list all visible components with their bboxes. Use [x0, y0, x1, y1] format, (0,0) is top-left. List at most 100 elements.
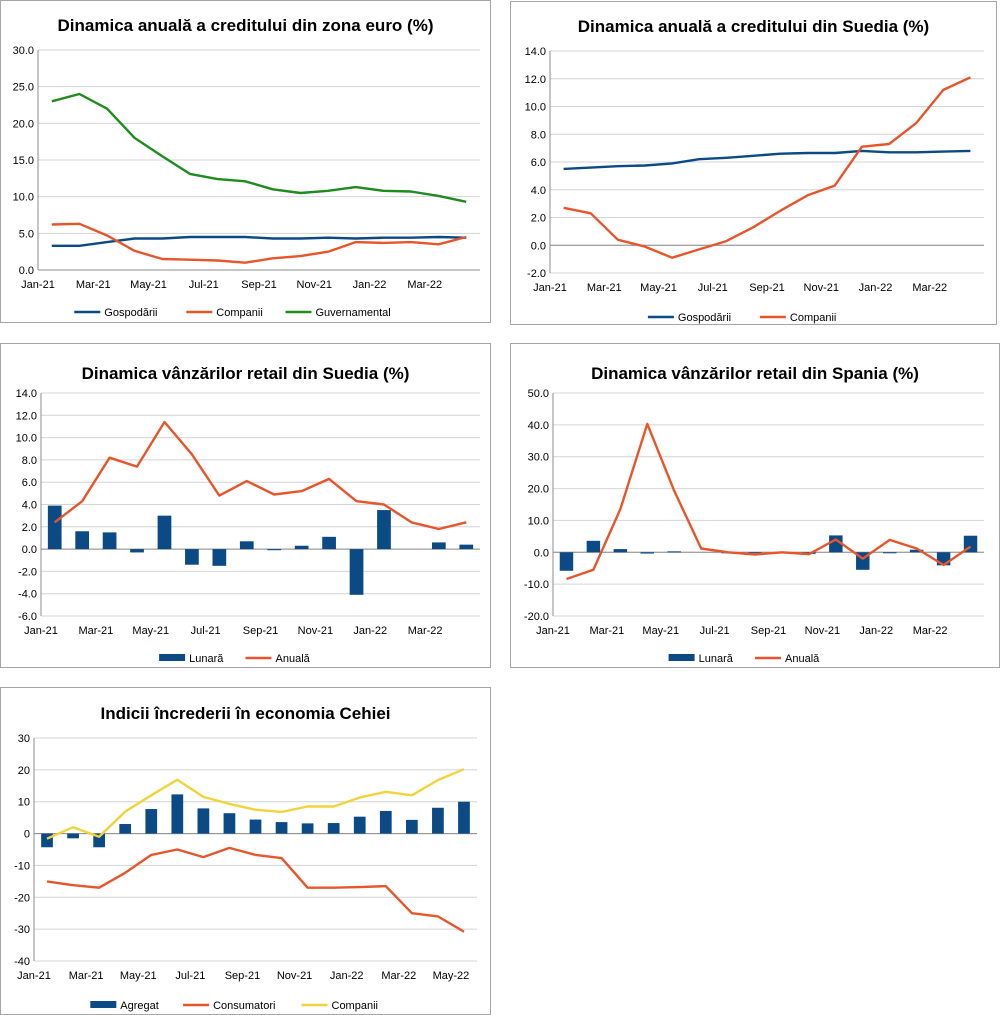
bar-agregat: [145, 809, 158, 834]
bar-lunară: [459, 544, 474, 550]
legend-label: Anuală: [785, 653, 820, 665]
y-tick-label: 4.0: [22, 500, 37, 512]
y-tick-label: -20.0: [524, 611, 549, 623]
x-tick-label: Jul-21: [175, 970, 205, 982]
legend-item: Companii: [301, 1000, 378, 1012]
legend-item: Agregat: [90, 1000, 159, 1012]
x-tick-label: Mar-22: [407, 279, 442, 291]
bar-lunară: [130, 549, 144, 553]
bar-agregat: [67, 833, 79, 839]
legend-item: Companii: [759, 312, 836, 324]
legend-swatch: [668, 654, 695, 661]
y-tick-label: -2.0: [18, 566, 37, 578]
bar-agregat: [223, 813, 236, 834]
bar-agregat: [379, 810, 392, 834]
x-tick-label: May-21: [640, 282, 677, 294]
bar-agregat: [458, 801, 470, 834]
y-tick-label: 10.0: [528, 515, 549, 527]
x-tick-label: Jan-22: [859, 625, 893, 637]
chart-panel-sweden-retail: Dinamica vânzărilor retail din Suedia (%…: [0, 343, 491, 668]
y-tick-label: 10.0: [525, 102, 546, 114]
bar-lunară: [613, 549, 628, 553]
y-tick-label: 6.0: [531, 157, 546, 169]
bar-lunară: [559, 552, 574, 571]
x-tick-label: Mar-21: [76, 279, 111, 291]
x-tick-label: Sep-21: [749, 282, 784, 294]
y-tick-label: 40.0: [528, 420, 549, 432]
y-tick-label: 30.0: [13, 45, 34, 57]
legend-item: Lunară: [159, 653, 224, 665]
y-tick-label: 6.0: [22, 477, 37, 489]
chart-svg: Dinamica anuală a creditului din zona eu…: [13, 16, 480, 319]
series-line-anuală: [566, 422, 972, 581]
bar-lunară: [748, 552, 762, 554]
y-tick-label: 10.0: [16, 433, 37, 445]
x-tick-label: Jan-21: [17, 970, 51, 982]
bar-agregat: [249, 819, 262, 834]
y-tick-label: 0.0: [22, 544, 37, 556]
legend-item: Gospodării: [647, 312, 731, 324]
y-tick-label: 14.0: [16, 388, 37, 400]
legend-label: Lunară: [189, 653, 224, 665]
legend-item: Guvernamental: [285, 307, 391, 319]
y-tick-label: 2.0: [531, 213, 546, 225]
x-tick-label: Jan-21: [24, 625, 58, 637]
x-tick-label: Nov-21: [298, 625, 333, 637]
legend-label: Companii: [790, 312, 836, 324]
bar-lunară: [322, 536, 336, 550]
bar-lunară: [47, 505, 62, 550]
bar-agregat: [93, 833, 106, 848]
x-tick-label: Mar-21: [589, 625, 624, 637]
y-tick-label: -6.0: [18, 611, 37, 623]
bar-lunară: [882, 552, 897, 554]
legend-label: Companii: [216, 307, 262, 319]
y-tick-label: 0: [24, 829, 30, 841]
chart-panel-spain-retail: Dinamica vânzărilor retail din Spania (%…: [510, 343, 1000, 668]
chart-title: Dinamica anuală a creditului din zona eu…: [58, 16, 434, 35]
series-line-companii: [51, 222, 467, 264]
y-tick-label: 50.0: [528, 388, 549, 400]
bar-lunară: [267, 549, 282, 551]
bar-agregat: [301, 823, 314, 834]
legend-item: Anuală: [755, 653, 820, 665]
series-line-gospodării: [563, 149, 971, 171]
y-tick-label: -10.0: [524, 579, 549, 591]
legend-label: Gospodării: [678, 312, 731, 324]
bar-lunară: [239, 541, 254, 550]
series-line-companii: [563, 76, 971, 259]
x-tick-label: May-21: [132, 625, 169, 637]
bar-agregat: [171, 794, 184, 834]
y-tick-label: 5.0: [19, 228, 34, 240]
bar-agregat: [119, 824, 132, 834]
legend-label: Anuală: [276, 653, 311, 665]
series-line-anuală: [53, 420, 467, 531]
x-tick-label: Nov-21: [805, 625, 840, 637]
bar-lunară: [586, 540, 601, 553]
legend-label: Consumatori: [213, 1000, 275, 1012]
chart-title: Dinamica anuală a creditului din Suedia …: [578, 17, 929, 36]
y-tick-label: 12.0: [525, 74, 546, 86]
x-tick-label: Sep-21: [241, 279, 276, 291]
x-tick-label: Sep-21: [751, 625, 786, 637]
chart-svg: Dinamica vânzărilor retail din Suedia (%…: [16, 364, 480, 665]
bar-agregat: [275, 822, 288, 834]
x-tick-label: May-21: [130, 279, 167, 291]
legend-item: Consumatori: [183, 1000, 275, 1012]
y-tick-label: 0.0: [19, 265, 34, 277]
bar-lunară: [185, 549, 199, 565]
legend-swatch: [159, 654, 186, 661]
y-tick-label: 10.0: [13, 192, 34, 204]
bar-lunară: [377, 510, 391, 550]
legend-swatch: [90, 1001, 117, 1008]
y-tick-label: -4.0: [18, 589, 37, 601]
series-line-consumatori: [46, 846, 465, 933]
legend-label: Agregat: [120, 1000, 159, 1012]
bar-agregat: [327, 823, 340, 834]
x-tick-label: May-21: [120, 970, 157, 982]
y-tick-label: 15.0: [13, 155, 34, 167]
legend-label: Companii: [332, 1000, 378, 1012]
x-tick-label: Jan-22: [353, 279, 387, 291]
x-tick-label: May-22: [433, 970, 470, 982]
chart-svg: Dinamica vânzărilor retail din Spania (%…: [524, 364, 984, 665]
chart-panel-czech-confidence: Indicii încrederii în economia Cehiei -40…: [0, 687, 491, 1015]
